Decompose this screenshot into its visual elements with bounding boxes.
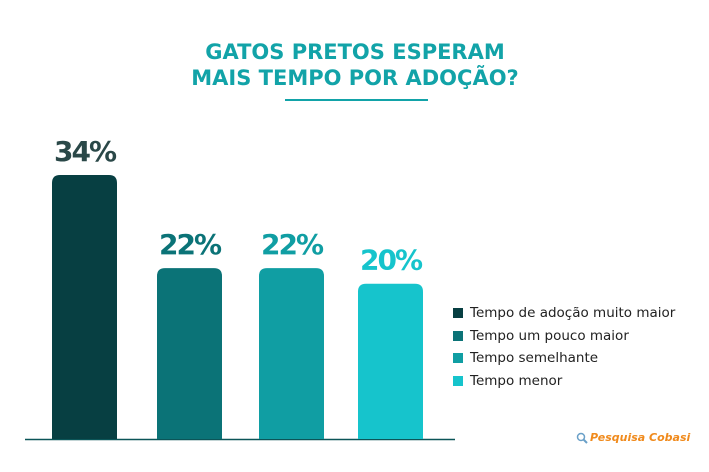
value-label: 22% bbox=[159, 228, 222, 261]
bar bbox=[157, 268, 222, 439]
legend-label: Tempo de adoção muito maior bbox=[469, 305, 676, 321]
chart-title: MAIS TEMPO POR ADOÇÃO? bbox=[191, 65, 518, 90]
legend-label: Tempo um pouco maior bbox=[469, 328, 629, 344]
legend-swatch bbox=[453, 331, 463, 341]
search-icon bbox=[576, 432, 586, 442]
bar bbox=[259, 268, 324, 439]
value-label: 20% bbox=[360, 244, 423, 277]
legend-swatch bbox=[453, 376, 463, 386]
source: Pesquisa Cobasi bbox=[576, 431, 691, 444]
legend-swatch bbox=[453, 353, 463, 363]
chart-title: GATOS PRETOS ESPERAM bbox=[205, 40, 505, 64]
legend-label: Tempo menor bbox=[469, 373, 563, 389]
source-text: Pesquisa Cobasi bbox=[590, 431, 691, 444]
value-label: 22% bbox=[261, 228, 324, 261]
legend-swatch bbox=[453, 308, 463, 318]
bar bbox=[358, 283, 423, 439]
bar bbox=[52, 175, 117, 439]
legend-label: Tempo semelhante bbox=[469, 350, 598, 366]
search-icon bbox=[582, 438, 588, 444]
value-label: 34% bbox=[54, 135, 117, 168]
